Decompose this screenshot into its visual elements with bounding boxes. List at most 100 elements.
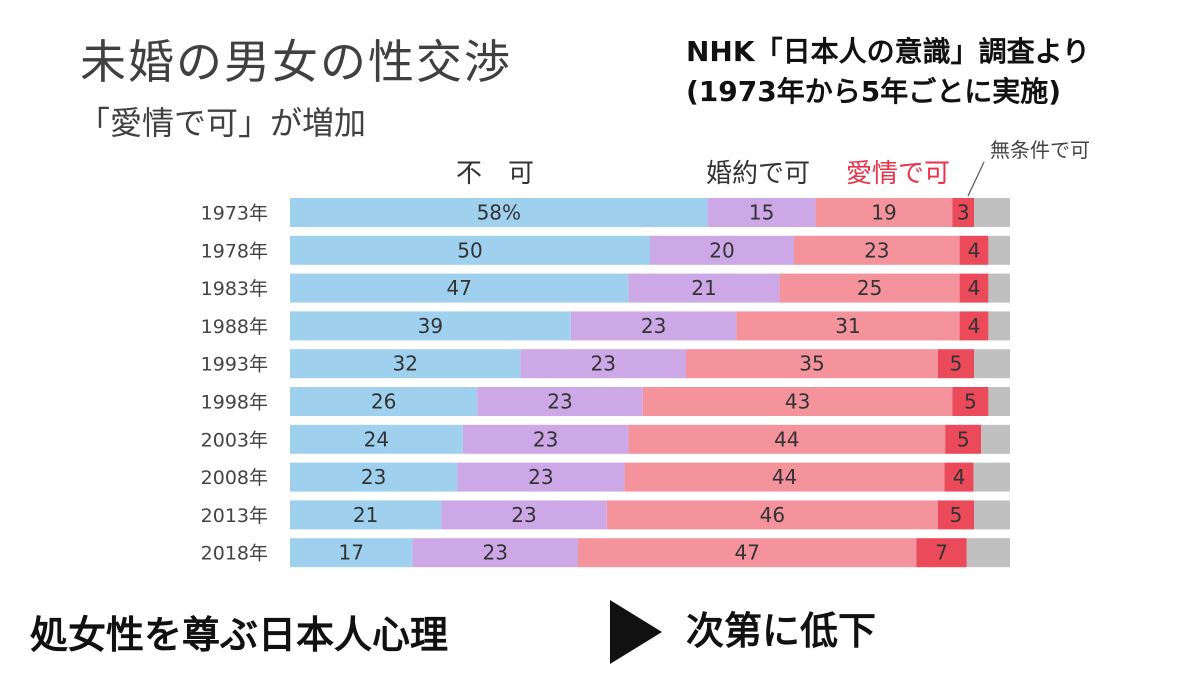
bar-segment-4 xyxy=(938,349,974,379)
legend-label-2: 婚約で可 xyxy=(706,159,810,189)
bar-segment-3 xyxy=(624,462,945,492)
data-label: 21 xyxy=(353,503,378,527)
data-label: 23 xyxy=(864,238,889,262)
legend-label-1: 不 可 xyxy=(456,159,534,189)
data-label: 25 xyxy=(857,276,882,300)
source-line-1: NHK「日本人の意識」調査より xyxy=(686,35,1091,68)
data-label: 5 xyxy=(950,352,963,376)
data-label: 26 xyxy=(371,390,396,414)
data-label: 23 xyxy=(528,465,553,489)
source-line-2: (1973年から5年ごとに実施) xyxy=(686,75,1062,108)
bar-segment-4 xyxy=(952,198,974,227)
data-label: 15 xyxy=(749,201,774,225)
bar-segment-remainder xyxy=(974,198,1010,227)
bar-segment-remainder xyxy=(966,538,1010,568)
data-label: 31 xyxy=(835,314,860,338)
chart-subtitle: 「愛情で可」が増加 xyxy=(78,104,367,142)
bar-segment-1 xyxy=(290,538,413,568)
data-label: 23 xyxy=(511,503,536,527)
data-label: 47 xyxy=(446,276,471,300)
bar-segment-2 xyxy=(650,235,794,265)
data-label: 4 xyxy=(968,314,981,338)
bar-segment-2 xyxy=(628,273,780,303)
bar-segment-4 xyxy=(938,500,974,530)
data-label: 24 xyxy=(364,427,389,451)
bar-segment-2 xyxy=(707,198,816,227)
bar-segment-2 xyxy=(412,538,578,568)
bar-segment-1 xyxy=(290,500,442,530)
bar-segment-2 xyxy=(441,500,607,530)
bar-segment-2 xyxy=(462,424,629,454)
bar-segment-4 xyxy=(944,462,974,492)
data-label: 23 xyxy=(641,314,666,338)
bar-segment-3 xyxy=(606,500,938,530)
chart-title: 未婚の男女の性交渉 xyxy=(80,35,512,89)
bar-segment-2 xyxy=(520,349,686,379)
bar-segment-remainder xyxy=(974,500,1010,530)
data-label: 35 xyxy=(799,352,824,376)
data-label: 5 xyxy=(950,503,963,527)
bar-segment-4 xyxy=(952,387,989,416)
right-arrow-icon xyxy=(610,600,662,664)
data-label: 20 xyxy=(709,238,734,262)
bar-segment-3 xyxy=(794,235,960,265)
legend-leader-line xyxy=(967,161,985,197)
data-label: 23 xyxy=(547,390,572,414)
bar-segment-remainder xyxy=(988,311,1010,341)
bar-segment-3 xyxy=(578,538,917,568)
data-label: 21 xyxy=(691,276,716,300)
data-label: 4 xyxy=(953,465,966,489)
bar-segment-1 xyxy=(290,198,708,227)
bar-segment-1 xyxy=(290,424,463,454)
footer-caption-left: 処女性を尊ぶ日本人心理 xyxy=(30,613,449,657)
data-label: 47 xyxy=(734,541,759,565)
bar-segment-1 xyxy=(290,462,458,492)
bar-segment-4 xyxy=(959,235,989,265)
data-label: 44 xyxy=(774,427,799,451)
year-label: 1978年 xyxy=(201,240,268,262)
bar-segment-2 xyxy=(477,387,643,416)
footer-caption-right: 次第に低下 xyxy=(686,609,877,653)
year-label: 1988年 xyxy=(201,316,268,338)
year-label: 2013年 xyxy=(201,505,268,527)
year-label: 1973年 xyxy=(201,203,268,225)
year-label: 1993年 xyxy=(201,354,268,376)
data-label: 17 xyxy=(338,541,363,565)
bar-segment-3 xyxy=(815,198,953,227)
data-label: 7 xyxy=(935,541,948,565)
bar-segment-1 xyxy=(290,311,571,341)
data-label: 32 xyxy=(392,352,417,376)
bar-segment-remainder xyxy=(981,424,1010,454)
bar-segment-4 xyxy=(916,538,967,568)
data-label: 44 xyxy=(772,465,797,489)
bar-segment-2 xyxy=(457,462,625,492)
bar-segment-remainder xyxy=(973,462,1010,492)
bar-segment-3 xyxy=(736,311,960,341)
data-label: 50 xyxy=(457,238,482,262)
source-note: NHK「日本人の意識」調査より (1973年から5年ごとに実施) xyxy=(686,32,1090,112)
data-label: 5 xyxy=(957,427,970,451)
data-label: 4 xyxy=(968,238,981,262)
bar-segment-3 xyxy=(642,387,953,416)
bar-segment-2 xyxy=(570,311,737,341)
bar-segment-remainder xyxy=(988,273,1010,303)
bar-segment-remainder xyxy=(974,349,1010,379)
data-label: 19 xyxy=(871,201,896,225)
year-label: 2008年 xyxy=(201,467,268,489)
year-label: 1998年 xyxy=(201,392,268,414)
year-label: 2018年 xyxy=(201,543,268,565)
data-label: 23 xyxy=(482,541,507,565)
data-label: 4 xyxy=(968,276,981,300)
bar-segment-1 xyxy=(290,387,478,416)
data-label: 39 xyxy=(418,314,443,338)
data-label: 58% xyxy=(477,201,521,225)
bar-segment-4 xyxy=(959,311,989,341)
bar-segment-3 xyxy=(779,273,960,303)
data-label: 43 xyxy=(785,390,810,414)
legend-label-4: 無条件で可 xyxy=(990,138,1090,162)
bar-segment-remainder xyxy=(988,387,1010,416)
data-label: 23 xyxy=(361,465,386,489)
bar-segment-1 xyxy=(290,273,629,303)
year-label: 2003年 xyxy=(201,429,268,451)
